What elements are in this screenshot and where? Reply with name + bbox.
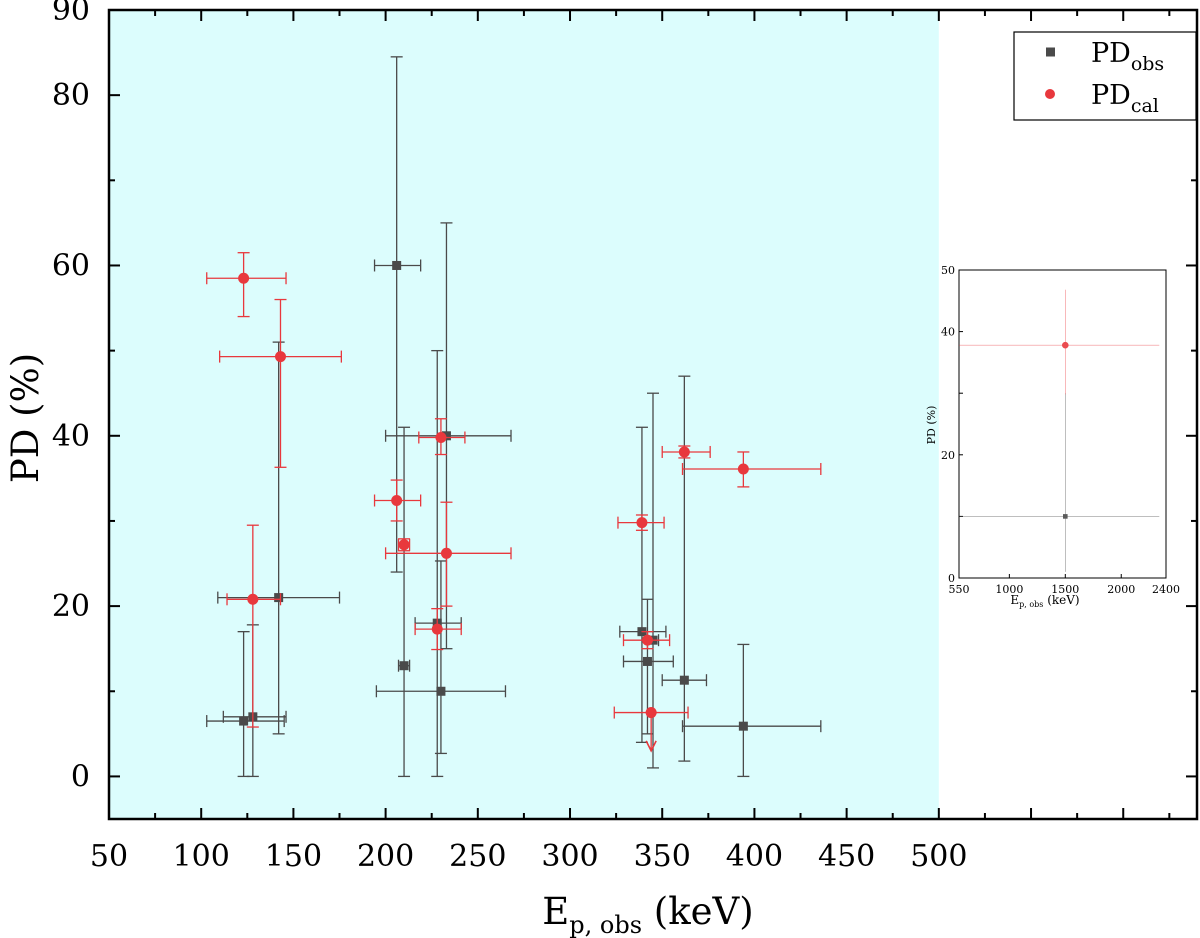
x-tick-label: 400: [726, 839, 783, 874]
inset-plot-frame: [958, 269, 1167, 579]
inset-x-axis-label: Ep, obs (keV): [1010, 593, 1079, 609]
circle-marker: [247, 593, 259, 605]
x-tick-label: 300: [541, 839, 598, 874]
y-tick-label: 20: [52, 589, 90, 624]
x-tick-label: 250: [449, 839, 506, 874]
data-point: [622, 631, 671, 650]
circle-marker: [1061, 341, 1069, 349]
circle-marker: [431, 623, 443, 635]
data-point: [217, 341, 341, 735]
legend-label: PDobs: [1091, 38, 1164, 75]
inset-data-point: [959, 393, 1160, 572]
square-marker: [436, 686, 446, 696]
x-tick-label: 200: [357, 839, 414, 874]
circle-marker: [737, 463, 749, 475]
square-marker: [679, 675, 689, 685]
square-marker: [441, 431, 451, 441]
data-point: [226, 524, 282, 728]
legend-label: PDcal: [1091, 80, 1159, 117]
y-tick-label: 40: [52, 419, 90, 454]
inset-chart: 550 1000 1500 2000 2400 0 20 40 50 Ep, obs (keV) P…: [925, 264, 1180, 609]
main-plot-frame: [107, 8, 1199, 821]
circle-marker: [636, 517, 648, 529]
shaded-region: [109, 10, 939, 819]
data-point: [397, 426, 411, 778]
x-tick-label: 350: [634, 839, 691, 874]
legend: PDobs PDcal: [1013, 31, 1197, 121]
x-axis-label: Ep, obs (keV): [542, 890, 753, 938]
inset-x-tick-label: 1000: [995, 583, 1023, 596]
upper-limit-arrow: [645, 740, 657, 753]
circle-marker: [440, 547, 452, 559]
inset-data-point: [959, 289, 1160, 395]
data-point: [414, 608, 462, 651]
inset-x-tick-label: 1500: [1051, 583, 1079, 596]
series-pd-cal: [206, 252, 822, 753]
square-marker: [642, 656, 652, 666]
square-marker: [399, 661, 409, 671]
data-point: [661, 375, 708, 762]
axis-labels: Ep, obs (keV) PD (%): [4, 353, 754, 938]
inset-y-tick-label: 50: [941, 264, 955, 277]
square-marker: [392, 260, 402, 270]
circle-marker: [645, 707, 657, 719]
inset-y-tick-label: 0: [948, 572, 955, 585]
inset-series-pd-cal: [959, 289, 1160, 395]
y-tick-label: 60: [52, 248, 90, 283]
legend-circle-marker: [1045, 89, 1055, 99]
data-point: [681, 643, 822, 778]
data-point: [617, 514, 665, 531]
data-point: [397, 538, 411, 552]
square-marker: [239, 716, 249, 726]
square-marker: [274, 593, 284, 603]
data-point: [206, 631, 285, 778]
data-point: [206, 252, 287, 318]
main-series: [206, 56, 822, 778]
data-point: [373, 479, 422, 522]
legend-square-marker: [1046, 47, 1055, 57]
series-pd-obs: [206, 56, 822, 778]
y-tick-label: 0: [71, 759, 90, 794]
data-point: [661, 445, 711, 459]
x-tick-label: 450: [818, 839, 875, 874]
data-point: [418, 418, 466, 456]
square-marker: [1062, 514, 1068, 519]
x-tick-label: 100: [173, 839, 230, 874]
y-axis-label: PD (%): [4, 353, 47, 483]
circle-marker: [678, 446, 690, 458]
inset-y-tick-label: 20: [941, 449, 955, 462]
x-tick-label: 150: [265, 839, 322, 874]
data-point: [681, 451, 822, 488]
circle-marker: [391, 495, 403, 507]
x-tick-label: 500: [910, 839, 967, 874]
circle-marker: [641, 634, 653, 646]
inset-y-axis-label: PD (%): [925, 406, 938, 445]
data-point: [218, 298, 343, 468]
inset-y-tick-label: 40: [941, 326, 955, 339]
y-tick-label: 80: [52, 78, 90, 113]
legend-box: [1013, 31, 1197, 121]
inset-x-tick-label: 2400: [1152, 583, 1180, 596]
data-point: [613, 706, 689, 753]
circle-marker: [274, 351, 286, 363]
inset-series-pd-obs: [959, 393, 1160, 572]
x-tick-label: 50: [90, 839, 128, 874]
inset-x-tick-label: 550: [949, 583, 970, 596]
data-point: [375, 560, 507, 755]
y-tick-label: 90: [52, 0, 90, 28]
circle-marker: [435, 431, 447, 443]
inset-x-tick-label: 2000: [1107, 583, 1135, 596]
circle-marker: [398, 539, 410, 551]
data-point: [384, 501, 512, 607]
main-axes: [107, 8, 1199, 821]
square-marker: [738, 721, 748, 731]
circle-marker: [238, 272, 250, 284]
